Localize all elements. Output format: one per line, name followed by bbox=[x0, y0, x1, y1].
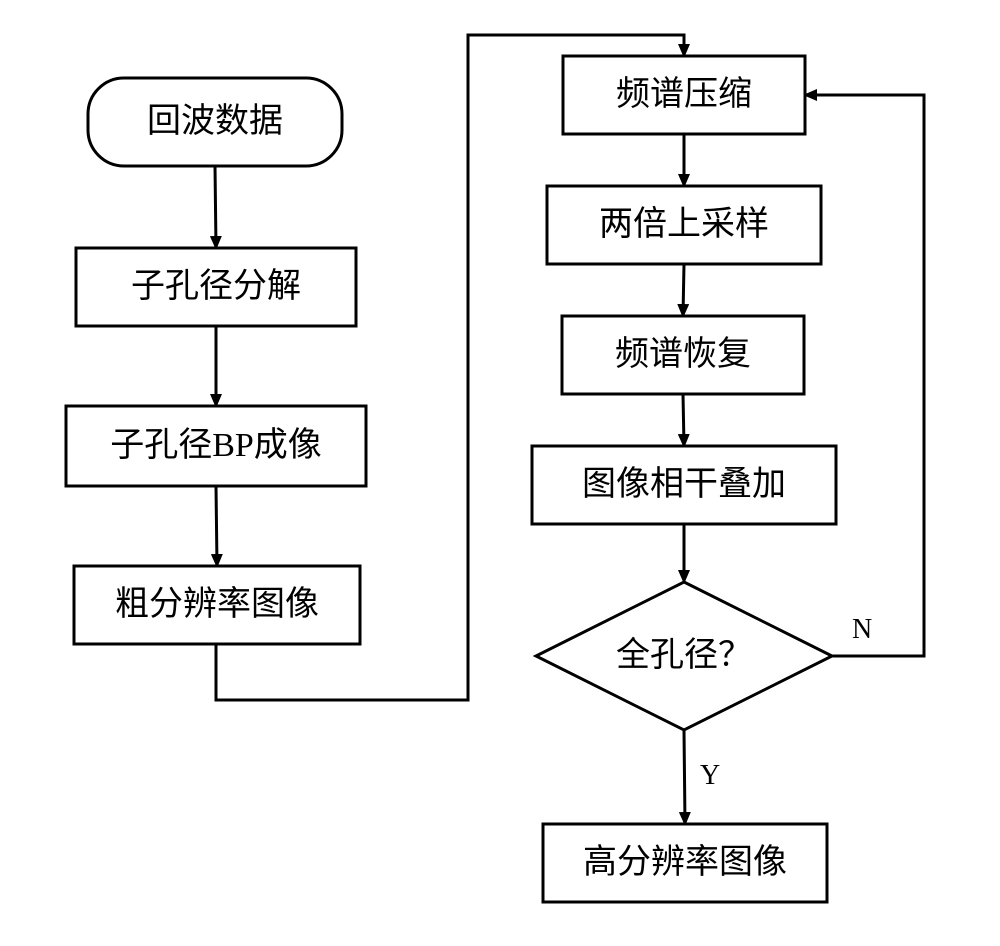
edge-label-n9-n5: N bbox=[852, 614, 872, 645]
node-n7: 频谱恢复 bbox=[562, 316, 804, 394]
node-label-n1: 回波数据 bbox=[147, 102, 283, 140]
edge-label-n9-n10: Y bbox=[700, 760, 720, 791]
edge-n3-n4 bbox=[216, 486, 217, 566]
edge-n7-n8 bbox=[683, 394, 684, 446]
edge-n9-n10 bbox=[684, 730, 685, 824]
node-n10: 高分辨率图像 bbox=[543, 824, 827, 902]
node-n4: 粗分辨率图像 bbox=[74, 566, 360, 644]
node-label-n8: 图像相干叠加 bbox=[582, 465, 786, 503]
flowchart-canvas: 回波数据子孔径分解子孔径BP成像粗分辨率图像 频谱压缩两倍上采样频谱恢复图像相干叠… bbox=[0, 0, 1000, 946]
node-n1: 回波数据 bbox=[88, 78, 342, 166]
node-layer: 回波数据子孔径分解子孔径BP成像粗分辨率图像 频谱压缩两倍上采样频谱恢复图像相干叠… bbox=[66, 56, 836, 902]
node-n8: 图像相干叠加 bbox=[532, 446, 836, 524]
node-label-n3: 子孔径BP成像 bbox=[110, 426, 322, 464]
node-label-n7: 频谱恢复 bbox=[615, 335, 751, 373]
node-label-n6: 两倍上采样 bbox=[599, 205, 769, 243]
node-n3: 子孔径BP成像 bbox=[66, 406, 366, 486]
node-label-n9: 全孔径？ bbox=[616, 636, 752, 674]
edge-n6-n7 bbox=[683, 264, 684, 316]
node-n2: 子孔径分解 bbox=[76, 248, 356, 326]
edge-n9-n5 bbox=[805, 95, 924, 656]
node-label-n2: 子孔径分解 bbox=[131, 267, 301, 305]
node-label-n10: 高分辨率图像 bbox=[583, 843, 787, 881]
edge-n1-n2 bbox=[215, 166, 216, 248]
node-n9: 全孔径？ bbox=[536, 582, 832, 730]
node-n5: 频谱压缩 bbox=[563, 56, 805, 134]
node-n6: 两倍上采样 bbox=[547, 186, 821, 264]
node-label-n5: 频谱压缩 bbox=[616, 75, 752, 113]
node-label-n4: 粗分辨率图像 bbox=[115, 585, 319, 623]
